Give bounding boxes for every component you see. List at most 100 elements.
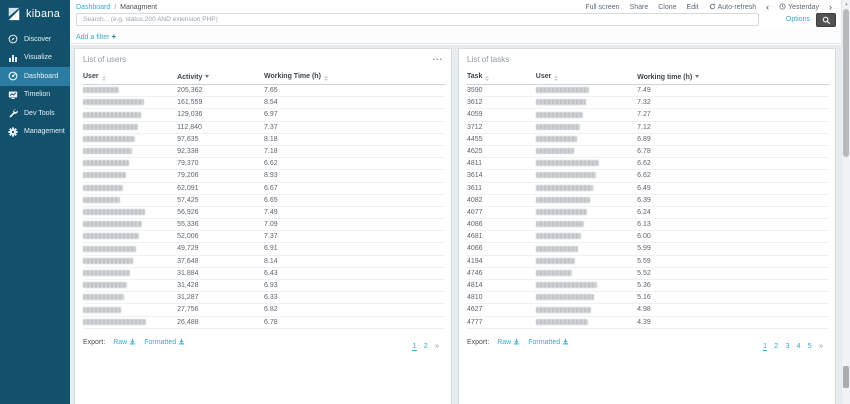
table-row[interactable]: 57,425 6.65 bbox=[83, 194, 445, 207]
sidebar-item-discover[interactable]: Discover bbox=[0, 30, 70, 49]
table-row[interactable]: 4625 6.78 bbox=[467, 145, 829, 159]
panel-list-of-users: List of users... User Activity Working Time… bbox=[74, 48, 452, 404]
page-2-link[interactable]: 2 bbox=[423, 341, 428, 350]
redacted-text bbox=[535, 233, 581, 240]
column-header-working-time-h-[interactable]: Working time (h) bbox=[637, 70, 829, 85]
cell-value: 7.49 bbox=[263, 208, 278, 216]
table-row[interactable]: 31,287 6.33 bbox=[83, 291, 445, 305]
column-header-working-time-h-[interactable]: Working Time (h) bbox=[263, 70, 445, 85]
page-1-link[interactable]: 1 bbox=[412, 341, 417, 351]
time-prev-icon[interactable]: ‹ bbox=[766, 2, 770, 12]
redacted-text bbox=[83, 269, 130, 276]
table-row[interactable]: 4086 6.13 bbox=[467, 218, 829, 232]
table-row[interactable]: 92,338 7.18 bbox=[83, 145, 445, 159]
export-raw-link[interactable]: Raw bbox=[497, 338, 520, 347]
search-options-link[interactable]: Options bbox=[785, 16, 810, 23]
table-row[interactable]: 3611 6.49 bbox=[467, 182, 829, 195]
table-row[interactable]: 79,206 8.93 bbox=[83, 169, 445, 183]
table-row[interactable]: 4059 7.27 bbox=[467, 108, 829, 122]
cell-value: 55,336 bbox=[177, 221, 199, 229]
scrollbar-lower-thumb[interactable] bbox=[843, 366, 849, 388]
cell-value: 6.00 bbox=[637, 233, 651, 241]
table-row[interactable]: 55,336 7.09 bbox=[83, 218, 445, 232]
dashboard-actions: Full screen Share Clone Edit Auto-refresh ‹… bbox=[585, 2, 832, 12]
table-row[interactable]: 31,428 6.93 bbox=[83, 279, 445, 293]
scroll-up-icon[interactable]: ▲ bbox=[844, 1, 849, 6]
edit-button[interactable]: Edit bbox=[686, 3, 699, 11]
column-header-user[interactable]: User bbox=[535, 70, 638, 85]
add-filter-button[interactable]: Add a filter + bbox=[76, 32, 117, 41]
breadcrumb-dashboard-link[interactable]: Dashboard bbox=[76, 3, 111, 11]
next-page-link[interactable]: » bbox=[818, 341, 823, 350]
table-row[interactable]: 3612 7.32 bbox=[467, 96, 829, 110]
table-row[interactable]: 4194 5.59 bbox=[467, 255, 829, 268]
clone-button[interactable]: Clone bbox=[658, 3, 677, 11]
auto-refresh-button[interactable]: Auto-refresh bbox=[709, 3, 756, 11]
table-row[interactable]: 49,729 6.91 bbox=[83, 242, 445, 256]
vertical-scrollbar[interactable]: ▲ bbox=[841, 0, 850, 404]
time-next-icon[interactable]: › bbox=[829, 2, 832, 12]
page-3-link[interactable]: 3 bbox=[785, 341, 790, 350]
redacted-text bbox=[535, 111, 583, 118]
table-row[interactable]: 31,884 6.43 bbox=[83, 267, 445, 281]
sidebar-item-management[interactable]: Management bbox=[0, 123, 70, 142]
column-header-task[interactable]: Task bbox=[467, 70, 536, 85]
table-row[interactable]: 26,488 6.78 bbox=[83, 316, 445, 329]
search-input[interactable] bbox=[76, 13, 759, 26]
sidebar-item-visualize[interactable]: Visualize bbox=[0, 49, 70, 68]
ellipsis-menu-icon[interactable]: ... bbox=[432, 52, 443, 62]
page-1-link[interactable]: 1 bbox=[762, 341, 768, 351]
export-formatted-link[interactable]: Formatted bbox=[144, 338, 185, 347]
scrollbar-thumb[interactable] bbox=[843, 9, 849, 157]
sidebar-item-dashboard[interactable]: Dashboard bbox=[0, 67, 70, 86]
table-row[interactable]: 4077 6.24 bbox=[467, 206, 829, 220]
table-row[interactable]: 4082 6.39 bbox=[467, 194, 829, 207]
table-row[interactable]: 205,362 7.65 bbox=[83, 84, 445, 98]
column-header-user[interactable]: User bbox=[83, 70, 178, 85]
kibana-logo[interactable]: kibana bbox=[0, 0, 70, 27]
table-row[interactable]: 97,635 8.18 bbox=[83, 133, 445, 146]
full-screen-button[interactable]: Full screen bbox=[585, 3, 620, 11]
table-row[interactable]: 129,036 6.97 bbox=[83, 108, 445, 122]
search-button[interactable] bbox=[816, 13, 836, 27]
page-4-link[interactable]: 4 bbox=[796, 341, 801, 350]
next-page-link[interactable]: » bbox=[434, 341, 439, 350]
table-row[interactable]: 4455 6.89 bbox=[467, 133, 829, 146]
table-row[interactable]: 56,926 7.49 bbox=[83, 206, 445, 220]
table-row[interactable]: 3712 7.12 bbox=[467, 121, 829, 134]
table-row[interactable]: 4066 5.99 bbox=[467, 242, 829, 256]
sidebar-item-dev-tools[interactable]: Dev Tools bbox=[0, 104, 70, 123]
cell-value: 3612 bbox=[467, 99, 483, 107]
pagination: 1 2 » bbox=[412, 341, 439, 351]
table-row[interactable]: 4681 6.00 bbox=[467, 230, 829, 244]
redacted-text bbox=[535, 123, 580, 130]
sidebar-item-timelion[interactable]: Timelion bbox=[0, 86, 70, 105]
table-row[interactable]: 161,559 8.54 bbox=[83, 96, 445, 110]
export-raw-link[interactable]: Raw bbox=[113, 338, 136, 347]
table-row[interactable]: 79,370 6.62 bbox=[83, 157, 445, 171]
table-row[interactable]: 4746 5.52 bbox=[467, 267, 829, 281]
app-name: kibana bbox=[26, 7, 61, 20]
visualize-icon bbox=[8, 53, 18, 63]
table-row[interactable]: 62,091 6.67 bbox=[83, 182, 445, 195]
table-row[interactable]: 52,006 7.37 bbox=[83, 230, 445, 244]
cell-value: 5.36 bbox=[637, 282, 651, 289]
table-row[interactable]: 4810 5.16 bbox=[467, 291, 829, 305]
table-row[interactable]: 27,756 6.82 bbox=[83, 303, 445, 317]
page-2-link[interactable]: 2 bbox=[774, 341, 779, 350]
table-row[interactable]: 4627 4.98 bbox=[467, 303, 829, 317]
sort-desc-icon bbox=[695, 74, 700, 78]
table-row[interactable]: 4814 5.36 bbox=[467, 279, 829, 293]
column-header-activity[interactable]: Activity bbox=[177, 70, 264, 85]
share-button[interactable]: Share bbox=[629, 3, 649, 11]
sidebar-item-label: Dev Tools bbox=[24, 109, 55, 117]
time-picker-button[interactable]: Yesterday bbox=[779, 3, 819, 11]
table-row[interactable]: 4811 6.62 bbox=[467, 157, 829, 171]
table-row[interactable]: 3590 7.49 bbox=[467, 84, 829, 98]
table-row[interactable]: 3614 6.62 bbox=[467, 169, 829, 183]
export-formatted-link[interactable]: Formatted bbox=[528, 338, 569, 347]
table-row[interactable]: 4777 4.39 bbox=[467, 316, 829, 329]
table-row[interactable]: 112,840 7.37 bbox=[83, 121, 445, 134]
page-5-link[interactable]: 5 bbox=[807, 341, 812, 350]
table-row[interactable]: 37,648 8.14 bbox=[83, 255, 445, 268]
